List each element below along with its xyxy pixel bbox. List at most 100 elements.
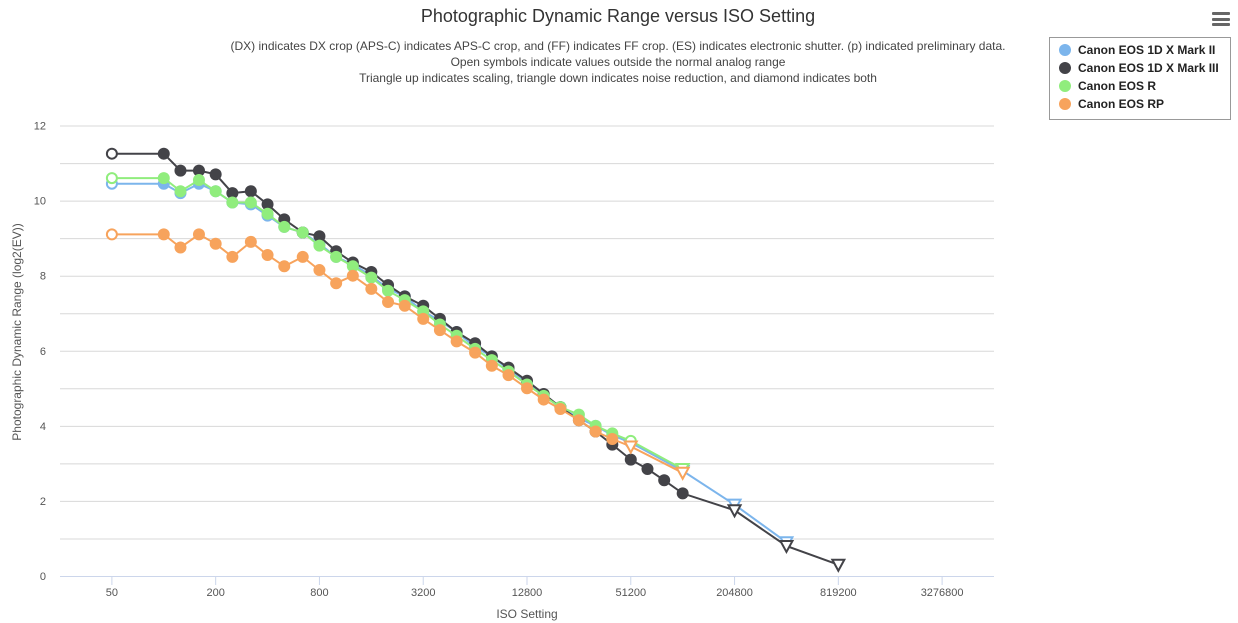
data-point	[278, 220, 291, 233]
y-tick-label: 0	[40, 571, 46, 583]
x-tick-label: 204800	[716, 587, 753, 599]
data-point	[502, 369, 515, 382]
x-tick-label: 200	[206, 587, 224, 599]
x-tick-label: 3200	[411, 587, 435, 599]
data-point	[330, 277, 343, 290]
y-tick-label: 12	[34, 121, 46, 133]
data-point	[537, 393, 550, 406]
legend-marker	[1059, 44, 1071, 56]
menu-bar-icon	[1212, 17, 1230, 21]
x-tick-label: 819200	[820, 587, 857, 599]
data-point	[244, 235, 257, 248]
data-point	[365, 282, 378, 295]
data-point	[157, 147, 170, 160]
y-tick-label: 2	[40, 496, 46, 508]
data-point	[261, 198, 274, 211]
data-point	[313, 230, 326, 243]
x-tick-label: 800	[310, 587, 328, 599]
data-point	[209, 237, 222, 250]
series-2	[105, 147, 847, 573]
data-point	[226, 250, 239, 263]
data-point	[572, 414, 585, 427]
data-point	[209, 168, 222, 181]
data-point-triangle-down	[726, 504, 743, 519]
data-point	[433, 324, 446, 337]
data-point	[192, 173, 205, 186]
data-point	[624, 453, 637, 466]
data-point-triangle-down	[830, 558, 847, 573]
data-point	[365, 271, 378, 284]
data-point	[313, 264, 326, 277]
data-point	[641, 463, 654, 476]
data-point-open	[105, 228, 118, 241]
data-point	[382, 295, 395, 308]
y-tick-label: 6	[40, 346, 46, 358]
chart-title: Photographic Dynamic Range versus ISO Se…	[421, 6, 815, 26]
data-point	[226, 187, 239, 200]
data-point-triangle-down	[778, 539, 795, 555]
data-point	[346, 269, 359, 282]
data-point	[521, 382, 533, 395]
data-point	[658, 474, 671, 487]
data-point	[192, 164, 205, 177]
axes: 0 2 4 6 8 10 12 50 200 800 3200 12800 51200 204800 819…	[34, 121, 994, 599]
legend-label: Canon EOS 1D X Mark III	[1078, 61, 1219, 75]
data-point	[589, 425, 602, 438]
x-tick-label: 51200	[615, 587, 646, 599]
menu-bar-icon	[1212, 12, 1230, 15]
series-layer	[105, 147, 847, 573]
data-point	[296, 226, 309, 239]
legend-marker	[1059, 98, 1071, 110]
data-point	[606, 432, 619, 445]
data-point	[261, 249, 274, 262]
x-tick-label: 3276800	[921, 587, 964, 599]
data-point	[313, 239, 326, 252]
data-point	[209, 185, 222, 198]
data-point	[676, 487, 689, 500]
series-1	[105, 177, 795, 551]
data-point	[157, 228, 170, 241]
data-point	[485, 359, 498, 372]
x-axis-title: ISO Setting	[496, 607, 557, 621]
x-tick-label: 12800	[512, 587, 543, 599]
data-point	[417, 312, 430, 325]
legend-marker	[1059, 80, 1071, 92]
y-tick-label: 4	[40, 421, 46, 433]
data-point	[192, 228, 205, 241]
data-point	[174, 241, 187, 254]
data-point	[554, 402, 567, 415]
data-point-open	[105, 147, 118, 160]
series-4	[105, 228, 691, 481]
legend-label: Canon EOS R	[1078, 79, 1156, 93]
data-point	[450, 335, 463, 348]
menu-bar-icon	[1212, 23, 1230, 26]
legend-label: Canon EOS RP	[1078, 97, 1164, 111]
y-axis-title: Photographic Dynamic Range (log2(EV))	[10, 223, 24, 440]
data-point	[157, 172, 170, 185]
data-point	[382, 284, 395, 297]
data-point-triangle-down	[623, 440, 639, 455]
data-point-open	[105, 172, 118, 185]
legend-marker	[1059, 62, 1071, 74]
data-point	[398, 299, 411, 312]
chart-subtitle-line-3: Triangle up indicates scaling, triangle …	[359, 71, 877, 85]
data-point	[330, 250, 343, 263]
data-point	[174, 164, 187, 177]
y-tick-label: 8	[40, 271, 46, 283]
data-point	[296, 250, 309, 263]
data-point-triangle-down	[674, 466, 691, 481]
data-point	[174, 185, 187, 198]
legend-box	[1049, 37, 1231, 120]
data-point	[469, 346, 482, 359]
data-point	[261, 207, 274, 220]
chart-menu-button[interactable]	[1212, 12, 1230, 26]
data-point	[226, 196, 239, 209]
data-point	[278, 260, 291, 273]
chart-subtitle-line-2: Open symbols indicate values outside the…	[451, 55, 786, 69]
x-tick-label: 50	[106, 587, 118, 599]
chart-subtitle-line-1: (DX) indicates DX crop (APS-C) indicates…	[231, 39, 1006, 53]
y-tick-label: 10	[34, 196, 46, 208]
data-point	[244, 185, 257, 198]
data-point	[346, 260, 359, 273]
